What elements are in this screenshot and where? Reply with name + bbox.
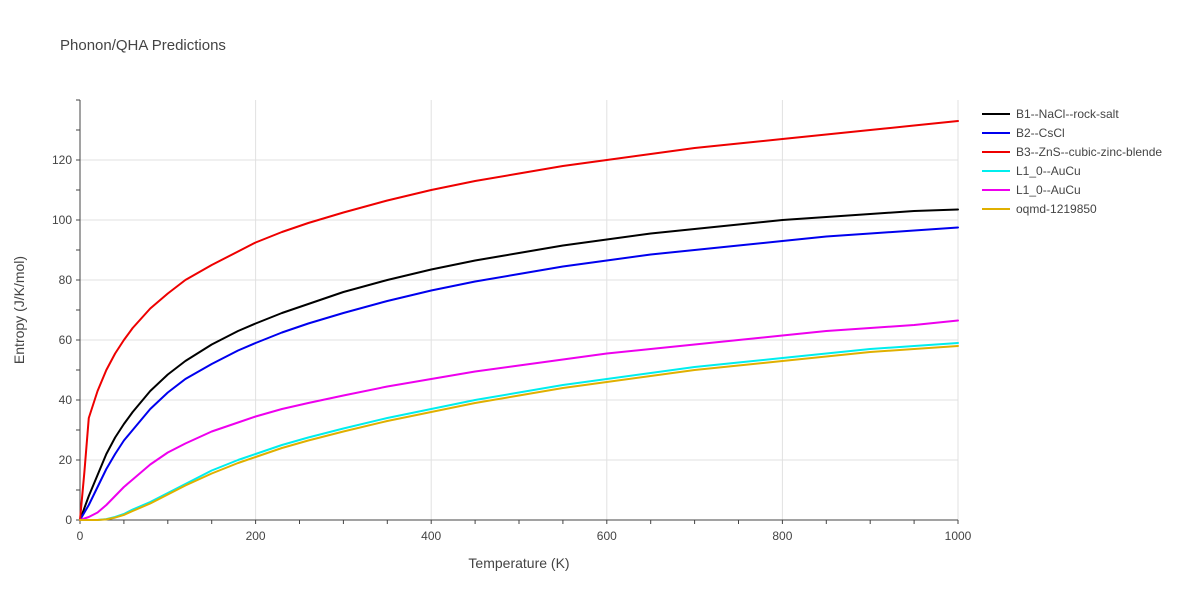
y-tick-label: 120 <box>52 153 72 167</box>
x-tick-label: 0 <box>77 529 84 543</box>
y-tick-label: 100 <box>52 213 72 227</box>
chart-title: Phonon/QHA Predictions <box>60 37 226 54</box>
x-axis-title: Temperature (K) <box>468 555 569 571</box>
legend-label: B2--CsCl <box>1016 126 1065 140</box>
y-tick-label: 40 <box>59 393 73 407</box>
x-tick-label: 400 <box>421 529 441 543</box>
y-tick-label: 0 <box>65 513 72 527</box>
grid-layer <box>80 100 959 520</box>
legend: B1--NaCl--rock-salt B2--CsCl B3--ZnS--cubi… <box>982 107 1162 216</box>
x-tick-label: 600 <box>597 529 617 543</box>
x-tick-label: 200 <box>246 529 266 543</box>
legend-label: L1_0--AuCu <box>1016 164 1081 178</box>
legend-label: oqmd-1219850 <box>1016 202 1097 216</box>
series-line-3 <box>79 342 959 521</box>
legend-label: B3--ZnS--cubic-zinc-blende <box>1016 145 1162 159</box>
series-line-5 <box>79 345 959 521</box>
y-tick-label: 60 <box>59 333 73 347</box>
x-tick-label: 800 <box>772 529 792 543</box>
x-tick-label: 1000 <box>945 529 972 543</box>
series-line-1 <box>79 226 959 521</box>
y-tick-label: 20 <box>59 453 73 467</box>
series-line-4 <box>79 319 959 521</box>
legend-label: L1_0--AuCu <box>1016 183 1081 197</box>
legend-label: B1--NaCl--rock-salt <box>1016 107 1119 121</box>
series-layer <box>79 120 959 521</box>
y-tick-label: 80 <box>59 273 73 287</box>
series-line-0 <box>79 208 959 521</box>
y-axis-title: Entropy (J/K/mol) <box>11 256 27 364</box>
axis-layer: 0 200 400 600 800 1000 0 20 40 60 80 100 120 <box>52 99 972 543</box>
series-line-2 <box>79 120 959 521</box>
